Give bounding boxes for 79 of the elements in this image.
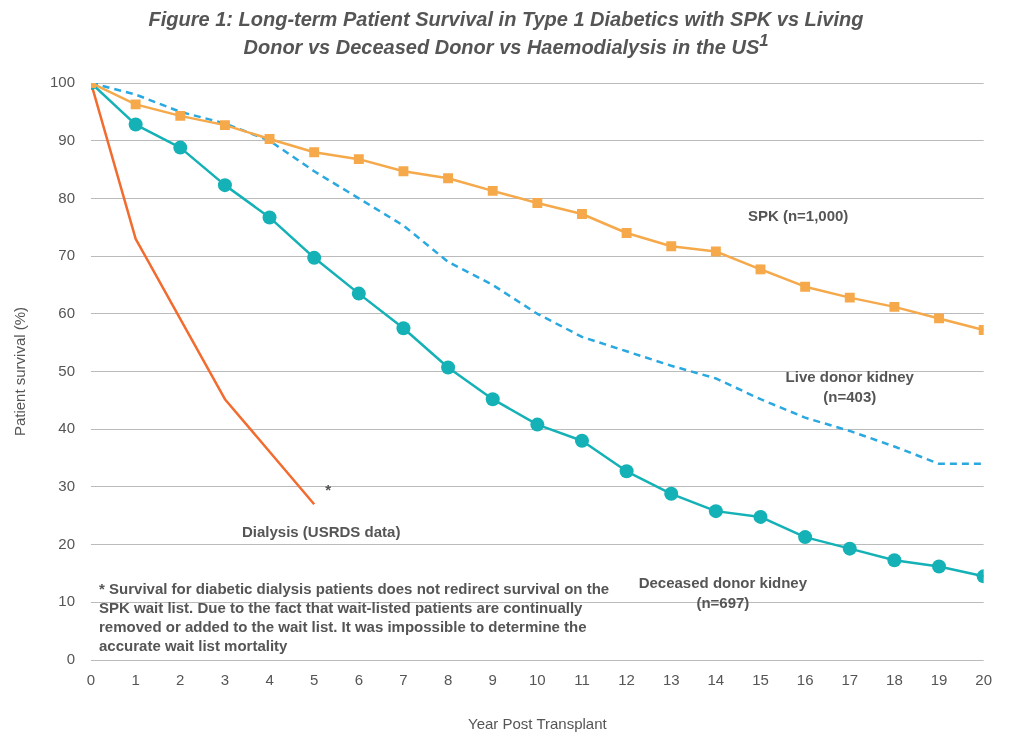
- y-tick-label: 70: [58, 245, 76, 263]
- x-tick-label: 12: [618, 670, 635, 688]
- point: [262, 210, 277, 225]
- series-label: Live donor kidney (n=403): [785, 367, 915, 405]
- point: [443, 172, 454, 183]
- point: [755, 264, 766, 274]
- point: [798, 529, 813, 544]
- x-tick-label: 20: [975, 670, 992, 688]
- x-tick-label: 11: [574, 670, 590, 688]
- annotation: *: [325, 481, 332, 499]
- point: [842, 541, 857, 556]
- text: Deceased donor kidney (n=697): [638, 573, 808, 611]
- annotation: * Survival for diabetic dialysis patients does not redirect survival on the SPK wait list. Due to the fact that wait-listed patients are continually removed or added to the wait list. It was impossible to determine the accurate wait list mortality: [99, 579, 610, 654]
- point: [664, 486, 679, 501]
- text: SPK (n=1,000): [747, 206, 849, 224]
- point: [753, 509, 768, 524]
- x-tick-label: 3: [220, 670, 230, 688]
- x-tick-label: 10: [529, 670, 546, 688]
- x-tick-label: 0: [86, 670, 96, 688]
- point: [485, 391, 500, 406]
- point: [887, 552, 902, 567]
- x-tick-label: 19: [930, 670, 948, 688]
- y-tick-label: 50: [58, 361, 76, 379]
- x-tick-label: 4: [265, 670, 274, 688]
- x-tick-label: 6: [354, 670, 363, 688]
- point: [487, 185, 498, 196]
- x-tick-label: 14: [707, 670, 725, 688]
- x-tick-label: 16: [796, 670, 814, 688]
- point: [574, 433, 589, 448]
- point: [934, 313, 944, 324]
- y-tick-label: 0: [66, 649, 76, 667]
- point: [800, 281, 811, 292]
- x-axis-title: Year Post Transplant: [467, 714, 608, 732]
- chart-title: Figure 1: Long-term Patient Survival in Type 1 Diabetics with SPK vs Living Donor vs Deceased Donor vs Haemodialysis in the US$^{1}$: [147, 8, 865, 58]
- y-tick-label: 10: [58, 592, 76, 610]
- point: [217, 177, 232, 192]
- point: [932, 559, 947, 574]
- y-tick-label: 90: [58, 130, 76, 148]
- point: [128, 117, 143, 132]
- point: [710, 246, 721, 257]
- point: [219, 119, 230, 130]
- x-tick-label: 2: [176, 670, 185, 688]
- x-tick-label: 13: [662, 670, 680, 688]
- point: [532, 197, 543, 208]
- point: [396, 320, 411, 335]
- point: [577, 208, 587, 219]
- point: [441, 360, 456, 375]
- point: [264, 133, 275, 144]
- point: [889, 301, 900, 312]
- y-tick-label: 100: [50, 72, 76, 90]
- x-tick-label: 17: [841, 670, 859, 688]
- point: [309, 146, 320, 157]
- point: [619, 463, 634, 478]
- x-tick-label: 15: [752, 670, 769, 688]
- point: [353, 153, 364, 164]
- y-axis-title: Patient survival (%): [11, 306, 29, 436]
- x-tick-label: 1: [131, 670, 140, 688]
- point: [173, 140, 188, 155]
- point: [621, 227, 632, 238]
- y-tick-label: 80: [58, 188, 76, 206]
- x-tick-label: 7: [399, 670, 408, 688]
- y-tick-label: 60: [58, 303, 76, 321]
- x-tick-label: 9: [488, 670, 497, 688]
- point: [130, 99, 141, 109]
- point: [351, 286, 366, 301]
- point: [175, 110, 186, 121]
- y-tick-label: 40: [58, 419, 76, 436]
- series-label: Dialysis (USRDS data): [241, 523, 401, 541]
- y-tick-label: 30: [58, 476, 76, 494]
- point: [398, 165, 409, 176]
- y-tick-label: 20: [58, 534, 76, 552]
- x-tick-label: 18: [886, 670, 903, 688]
- point: [666, 241, 677, 251]
- point: [307, 250, 322, 265]
- point: [844, 292, 855, 303]
- x-tick-label: 5: [310, 670, 319, 688]
- x-tick-label: 8: [443, 670, 453, 688]
- point: [708, 503, 723, 518]
- point: [530, 417, 545, 432]
